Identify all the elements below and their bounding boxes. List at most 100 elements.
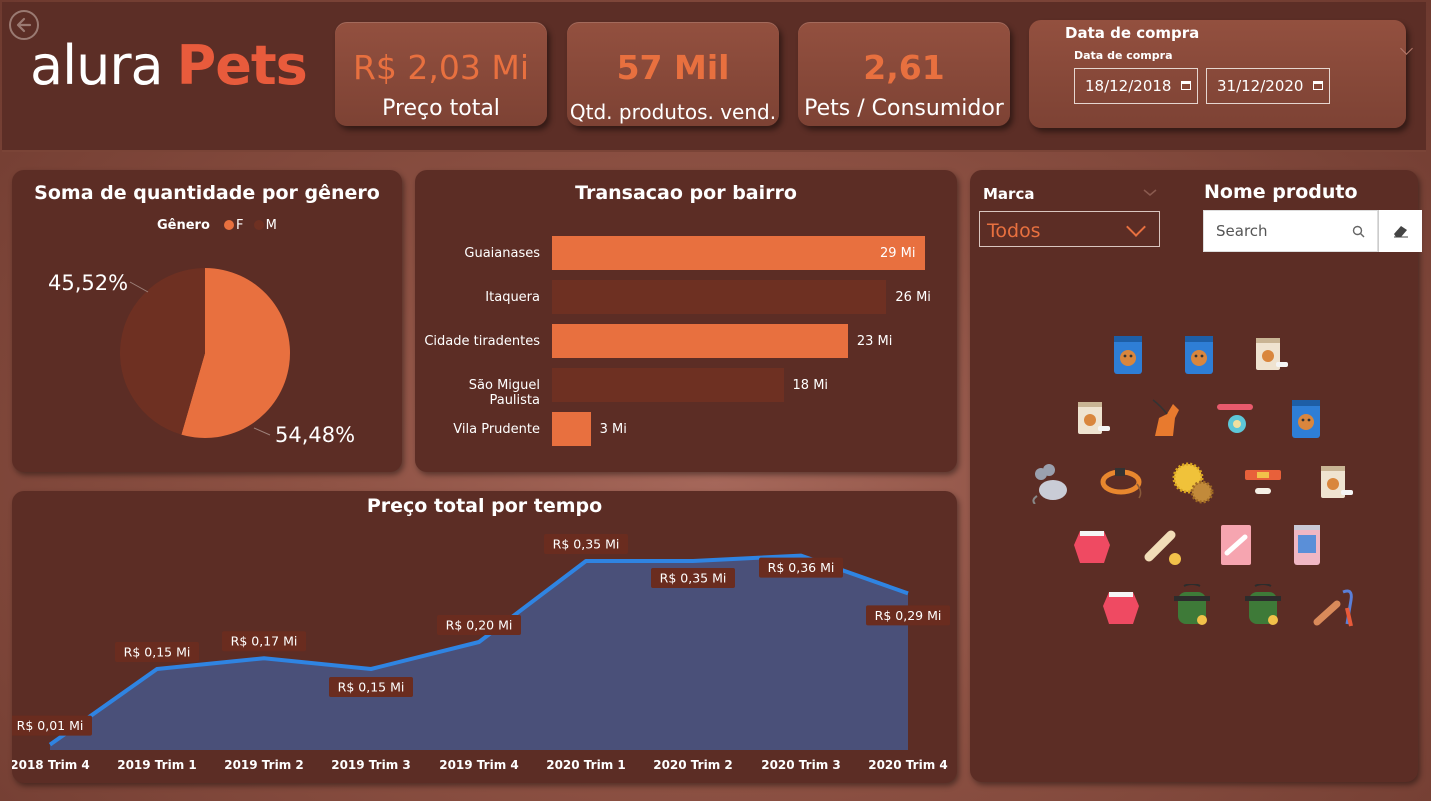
pet-food-box-icon[interactable] bbox=[1070, 396, 1114, 440]
legend-title: Gênero bbox=[157, 218, 210, 233]
pie-leader-line bbox=[253, 427, 271, 436]
bar[interactable] bbox=[552, 236, 925, 270]
chevron-down-icon bbox=[1126, 217, 1146, 237]
kpi-value: 2,61 bbox=[863, 48, 945, 87]
search-input[interactable] bbox=[1214, 221, 1348, 241]
kpi-value: R$ 2,03 Mi bbox=[352, 48, 530, 87]
bar-value-label: 26 Mi bbox=[895, 290, 931, 305]
arrow-left-icon bbox=[16, 17, 32, 33]
kpi-label: Pets / Consumidor bbox=[804, 96, 1004, 121]
pet-jacket-icon[interactable] bbox=[1099, 584, 1143, 628]
pet-jacket-icon[interactable] bbox=[1070, 523, 1114, 567]
pie-value-label-f: 54,48% bbox=[275, 423, 356, 447]
pie-slice-f[interactable] bbox=[181, 268, 290, 438]
product-search-box bbox=[1203, 210, 1378, 252]
spiky-ball-icon[interactable] bbox=[1170, 460, 1214, 504]
pet-food-bag-icon[interactable] bbox=[1106, 332, 1150, 376]
cat-food-can-icon[interactable] bbox=[1284, 523, 1328, 567]
x-tick-label: 2018 Trim 4 bbox=[12, 758, 90, 772]
kpi-label: Preço total bbox=[382, 96, 500, 121]
back-button[interactable] bbox=[9, 10, 39, 40]
alura-pets-logo: alura Pets bbox=[30, 34, 308, 97]
data-label-background bbox=[329, 677, 413, 697]
data-label-background bbox=[222, 631, 306, 652]
data-label-background bbox=[866, 605, 950, 626]
pet-food-bag-icon[interactable] bbox=[1177, 332, 1221, 376]
marca-dropdown[interactable]: Todos bbox=[979, 211, 1160, 247]
pie-slice-m[interactable] bbox=[119, 268, 205, 435]
brush-leash-icon[interactable] bbox=[1313, 584, 1357, 628]
x-tick-label: 2019 Trim 1 bbox=[117, 758, 197, 772]
pie-value-label-m: 45,52% bbox=[48, 271, 129, 295]
legend-entry[interactable]: M bbox=[265, 218, 277, 233]
bar[interactable] bbox=[552, 324, 848, 358]
bone-collar-icon[interactable] bbox=[1241, 460, 1285, 504]
marca-label: Marca bbox=[983, 185, 1035, 203]
legend-entry[interactable]: F bbox=[236, 218, 244, 233]
bar-category-label: Vila Prudente bbox=[453, 422, 540, 437]
area-line[interactable] bbox=[48, 553, 909, 747]
bar-value-label: 3 Mi bbox=[599, 422, 627, 437]
bar[interactable] bbox=[552, 412, 591, 446]
eraser-icon bbox=[1394, 226, 1408, 238]
bar[interactable] bbox=[552, 368, 784, 402]
data-label: R$ 0,17 Mi bbox=[231, 634, 298, 649]
collar-icon[interactable] bbox=[1099, 460, 1143, 504]
chart-title: Transacao por bairro bbox=[575, 182, 797, 204]
clear-filter-button[interactable] bbox=[1378, 210, 1422, 252]
x-tick-label: 2020 Trim 1 bbox=[546, 758, 626, 772]
kpi-card-qtd-produtos: 57 Mil Qtd. produtos. vend. bbox=[567, 22, 779, 126]
date-filter-title: Data de compra bbox=[1065, 24, 1200, 42]
pet-vest-icon[interactable] bbox=[1170, 583, 1214, 628]
kpi-card-pets-consumidor: 2,61 Pets / Consumidor bbox=[798, 22, 1010, 126]
bairro-bar-panel: Transacao por bairro Guaianases 29 Mi Itaq… bbox=[415, 170, 957, 472]
legend-swatch bbox=[253, 220, 264, 230]
kpi-label: Qtd. produtos. vend. bbox=[569, 100, 777, 124]
bar-category-label: São Miguel Paulista bbox=[468, 378, 540, 408]
data-label: R$ 0,01 Mi bbox=[17, 718, 84, 733]
x-tick-label: 2020 Trim 4 bbox=[868, 758, 948, 772]
data-label-background bbox=[12, 715, 92, 736]
bar-value-label: 18 Mi bbox=[792, 378, 829, 393]
data-label-background bbox=[544, 534, 628, 554]
data-label: R$ 0,35 Mi bbox=[553, 537, 620, 552]
dog-icon[interactable] bbox=[1141, 396, 1185, 440]
pet-vest-icon[interactable] bbox=[1241, 583, 1285, 628]
x-tick-label: 2019 Trim 2 bbox=[224, 758, 304, 772]
area-chart: 2018 Trim 4 R$ 0,01 Mi 2019 Trim 1 R$ 0,15 … bbox=[12, 534, 950, 772]
pet-food-bag-icon[interactable] bbox=[1284, 396, 1328, 440]
collar-tag-icon[interactable] bbox=[1213, 396, 1257, 440]
pet-food-box-icon[interactable] bbox=[1313, 460, 1357, 504]
legend-swatch bbox=[224, 220, 235, 230]
kpi-value: 57 Mil bbox=[616, 48, 730, 87]
x-tick-label: 2020 Trim 2 bbox=[653, 758, 733, 772]
start-date-input[interactable]: 18/12/2018 bbox=[1074, 68, 1198, 104]
preco-tempo-panel: Preço total por tempo 2018 Trim 4 R$ 0,01… bbox=[12, 491, 957, 783]
search-icon[interactable] bbox=[1352, 225, 1365, 238]
date-filter-subtitle: Data de compra bbox=[1074, 49, 1173, 62]
bone-icon[interactable] bbox=[1141, 523, 1185, 567]
treat-bag-icon[interactable] bbox=[1213, 523, 1257, 567]
bar-value-label: 29 Mi bbox=[880, 246, 916, 261]
data-label: R$ 0,35 Mi bbox=[660, 571, 727, 586]
calendar-icon[interactable] bbox=[1313, 81, 1323, 90]
bar[interactable] bbox=[552, 280, 887, 314]
kpi-card-preco-total: R$ 2,03 Mi Preço total bbox=[335, 22, 547, 126]
pie-leader-line bbox=[129, 281, 149, 293]
bar-value-label: 23 Mi bbox=[856, 334, 893, 349]
data-label: R$ 0,36 Mi bbox=[768, 560, 835, 575]
data-label-background bbox=[759, 557, 843, 578]
end-date-input[interactable]: 31/12/2020 bbox=[1206, 68, 1330, 104]
chart-title: Preço total por tempo bbox=[366, 495, 603, 517]
data-label-background bbox=[651, 568, 735, 588]
data-label: R$ 0,15 Mi bbox=[338, 680, 405, 695]
data-label: R$ 0,15 Mi bbox=[124, 645, 191, 660]
gender-pie-panel: Soma de quantidade por gênero Gênero F M… bbox=[12, 170, 402, 472]
chevron-down-icon[interactable] bbox=[1143, 189, 1157, 197]
pet-food-box-icon[interactable] bbox=[1248, 332, 1292, 376]
bar-category-label: Cidade tiradentes bbox=[424, 334, 540, 349]
calendar-icon[interactable] bbox=[1181, 81, 1191, 90]
toy-mouse-icon[interactable] bbox=[1027, 460, 1071, 505]
bar-category-label: Guaianases bbox=[464, 246, 540, 261]
nome-produto-label: Nome produto bbox=[1204, 181, 1358, 203]
